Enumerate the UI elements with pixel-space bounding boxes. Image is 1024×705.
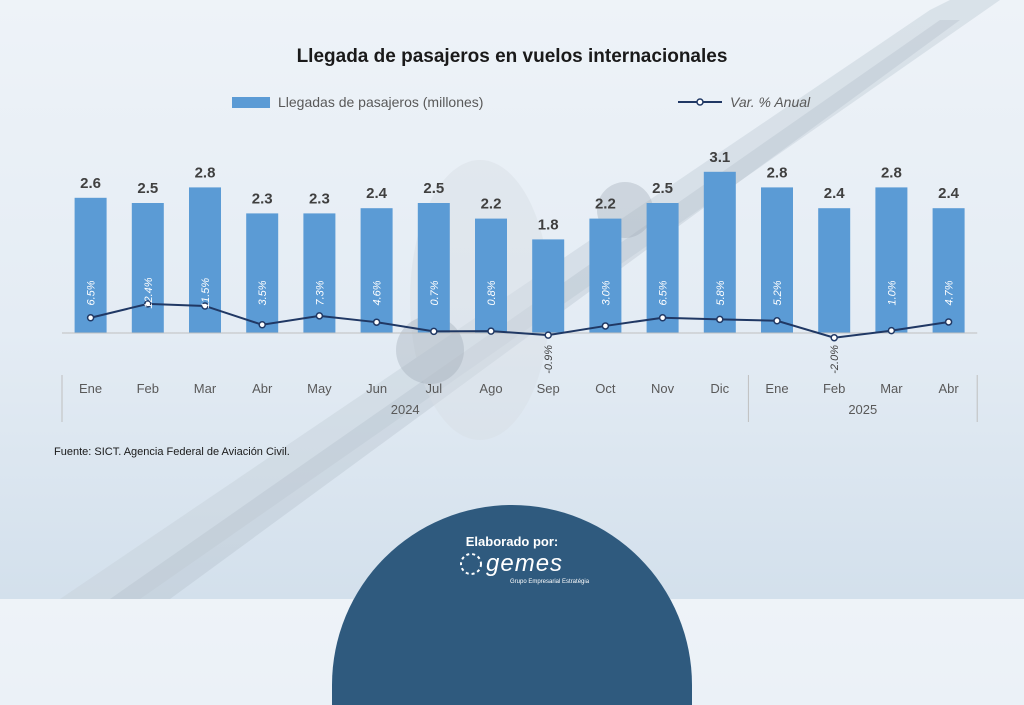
x-tick-3: Abr: [252, 381, 273, 396]
var-label-4: 7.3%: [314, 280, 326, 305]
bar-label-0: 2.6: [80, 175, 101, 192]
x-tick-12: Ene: [765, 381, 788, 396]
var-label-14: 1.0%: [886, 280, 898, 305]
x-tick-10: Nov: [651, 381, 675, 396]
x-tick-15: Abr: [938, 381, 959, 396]
bar-label-12: 2.8: [767, 164, 788, 181]
var-point-3: [258, 321, 266, 329]
bar-10: [646, 203, 679, 333]
x-tick-5: Jun: [366, 381, 387, 396]
x-tick-14: Mar: [880, 381, 903, 396]
legend-line: Var. % Anual: [678, 94, 810, 110]
bar-11: [703, 171, 736, 333]
chart-title: Llegada de pasajeros en vuelos internaci…: [296, 46, 728, 67]
var-point-1: [144, 300, 152, 308]
bar-label-14: 2.8: [881, 164, 902, 181]
var-point-7: [487, 327, 495, 335]
var-point-8: [544, 331, 552, 339]
bar-label-4: 2.3: [309, 190, 330, 207]
bar-label-10: 2.5: [652, 180, 673, 197]
bar-1: [131, 203, 164, 333]
bar-label-9: 2.2: [595, 196, 616, 213]
x-tick-9: Oct: [595, 381, 616, 396]
source-note: Fuente: SICT. Agencia Federal de Aviació…: [54, 446, 290, 458]
var-label-3: 3.5%: [257, 280, 269, 305]
bar-13: [818, 208, 851, 333]
gemes-logo: gemes Grupo Empresarial Estratégia: [458, 550, 589, 585]
bar-14: [875, 187, 908, 333]
bar-label-15: 2.4: [938, 185, 960, 202]
x-tick-6: Jul: [425, 381, 442, 396]
x-tick-0: Ene: [79, 381, 102, 396]
legend-line-label: Var. % Anual: [730, 94, 811, 110]
var-label-15: 4.7%: [944, 280, 956, 305]
bar-3: [246, 213, 279, 333]
group-label-1: 2025: [848, 402, 877, 417]
var-point-6: [430, 327, 438, 336]
legend-line-swatch: [678, 98, 722, 106]
x-tick-7: Ago: [479, 381, 502, 396]
var-label-12: 5.2%: [772, 280, 784, 305]
var-point-14: [887, 326, 896, 335]
var-point-15: [944, 318, 953, 326]
var-label-13: -2.0%: [829, 345, 841, 374]
bar-15: [932, 208, 965, 333]
var-point-5: [372, 318, 381, 326]
x-tick-13: Feb: [823, 381, 845, 396]
var-label-5: 4.6%: [372, 280, 384, 305]
bar-label-2: 2.8: [195, 164, 216, 181]
var-label-7: 0.8%: [486, 280, 498, 305]
x-tick-2: Mar: [194, 381, 217, 396]
var-point-2: [201, 302, 209, 310]
var-point-0: [86, 313, 95, 322]
bar-7: [475, 218, 507, 333]
bar-5: [360, 208, 393, 333]
var-point-12: [773, 317, 781, 325]
bar-9: [589, 218, 622, 333]
bar-2: [189, 187, 221, 333]
bar-0: [74, 197, 107, 333]
var-label-11: 5.8%: [715, 280, 727, 305]
bar-label-1: 2.5: [137, 180, 158, 197]
x-tick-11: Dic: [710, 381, 729, 396]
legend-bar-swatch: [232, 96, 270, 108]
legend-bars-label: Llegadas de pasajeros (millones): [278, 94, 484, 110]
group-label-0: 2024: [391, 402, 420, 417]
bar-label-8: 1.8: [538, 216, 559, 233]
bar-label-6: 2.5: [423, 180, 444, 197]
bar-label-7: 2.2: [481, 196, 502, 213]
gemes-logo-subtitle: Grupo Empresarial Estratégia: [510, 579, 590, 585]
bar-label-13: 2.4: [824, 185, 846, 202]
bar-6: [417, 203, 450, 333]
gemes-logo-mark: [460, 553, 482, 575]
bar-label-3: 2.3: [252, 190, 273, 207]
var-point-10: [658, 313, 667, 322]
var-point-4: [315, 312, 324, 320]
x-tick-1: Feb: [137, 381, 159, 396]
bar-8: [532, 239, 565, 333]
var-point-13: [830, 333, 838, 342]
var-label-1: 12.4%: [143, 277, 155, 308]
var-label-9: 3.0%: [600, 280, 612, 305]
legend-bars: Llegadas de pasajeros (millones): [232, 94, 483, 110]
var-point-11: [716, 315, 724, 324]
var-label-8: -0.9%: [543, 345, 555, 374]
gemes-logo-text: gemes: [486, 550, 564, 577]
chart-plot: 2.6 2.5 2.8 2.3 2.3 2.4 2.5 2.2 1.8 2.2 2.5 3.1 2.8 2…: [61, 149, 978, 422]
var-label-10: 6.5%: [658, 280, 670, 305]
x-tick-8: Sep: [537, 381, 560, 396]
bar-label-5: 2.4: [366, 185, 388, 202]
var-point-9: [601, 322, 610, 330]
elaborado-label: Elaborado por:: [465, 534, 559, 549]
var-line: [90, 302, 949, 339]
bar-12: [761, 187, 793, 333]
bar-label-11: 3.1: [709, 149, 730, 166]
x-tick-4: May: [307, 381, 332, 396]
var-label-6: 0.7%: [429, 280, 441, 305]
var-label-2: 11.5%: [200, 278, 212, 309]
var-label-0: 6.5%: [86, 280, 98, 305]
